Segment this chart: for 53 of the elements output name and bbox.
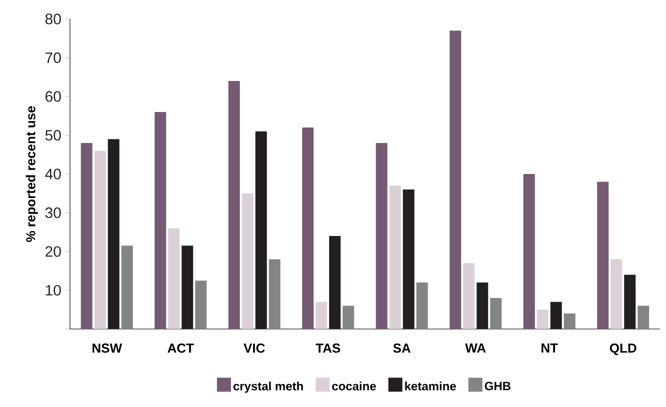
bar (108, 139, 120, 329)
bar (624, 274, 636, 329)
y-tick-label: 10 (46, 284, 61, 296)
legend-label: cocaine (332, 382, 376, 390)
x-tick-label: QLD (610, 344, 636, 356)
x-tick-label: ACT (168, 344, 194, 353)
bar (376, 143, 388, 329)
bar (610, 259, 622, 329)
y-tick-label: 50 (45, 130, 61, 141)
bar (638, 306, 650, 329)
bar (402, 190, 414, 329)
bar (564, 314, 576, 329)
bar (268, 259, 280, 329)
x-tick-label: WA (465, 344, 486, 352)
y-axis-title: % reported recent use (26, 106, 38, 242)
bar (94, 150, 106, 329)
bar (195, 280, 207, 329)
bar (329, 236, 341, 329)
bar (242, 193, 254, 329)
y-tick-label: 40 (45, 168, 61, 180)
bar (342, 306, 354, 329)
bar (416, 282, 428, 329)
bar (182, 246, 194, 329)
x-tick-label: VIC (244, 344, 265, 353)
x-tick-label: NSW (92, 344, 122, 353)
x-tick-label: SA (393, 344, 411, 353)
bar (389, 186, 401, 329)
bar (255, 131, 267, 329)
bar (316, 302, 328, 329)
bar (476, 282, 488, 329)
bar (121, 246, 133, 329)
x-tick-label: NT (542, 344, 558, 352)
legend-label: GHB (484, 382, 510, 390)
bar (523, 174, 535, 329)
bar (490, 298, 502, 329)
bar (80, 143, 92, 329)
bar (597, 182, 609, 329)
bar (450, 30, 462, 329)
x-tick-label: TAS (316, 344, 340, 353)
bar (550, 302, 562, 329)
y-tick-label: 60 (46, 91, 61, 102)
bar (302, 128, 314, 329)
legend-label: ketamine (405, 382, 456, 390)
y-tick-label: 20 (46, 246, 61, 257)
y-tick-label: 80 (45, 14, 61, 24)
y-tick-label: 30 (45, 207, 61, 218)
bar (463, 263, 475, 329)
bar (154, 112, 166, 329)
bar (168, 228, 180, 329)
bar (536, 310, 548, 329)
legend-label: crystal meth (233, 382, 303, 393)
bar (228, 81, 240, 329)
y-tick-label: 70 (46, 52, 61, 64)
